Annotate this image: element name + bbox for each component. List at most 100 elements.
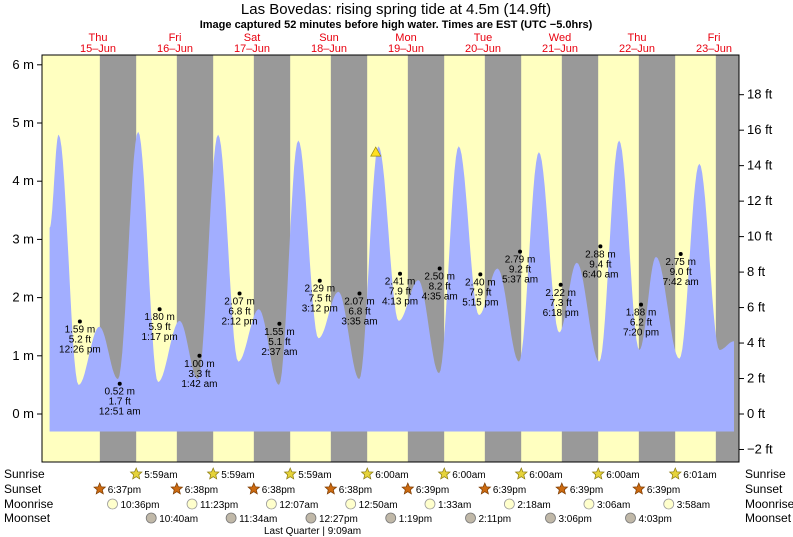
moonrise-time: 1:33am: [438, 500, 471, 511]
tide-height-ft: 7.5 ft: [309, 294, 331, 305]
day-date: 16–Jun: [157, 43, 193, 55]
day-date: 18–Jun: [311, 43, 347, 55]
tide-height-m: 2.79 m: [505, 255, 536, 266]
moonrise-row-label-left: Moonrise: [4, 497, 54, 511]
day-name: Fri: [708, 32, 721, 44]
moonrise-time: 2:18am: [517, 500, 550, 511]
moonrise-icon: [424, 498, 436, 510]
moonset-icon: [225, 512, 237, 524]
sunset-row-label-left: Sunset: [4, 482, 42, 496]
tide-height-m: 2.40 m: [465, 277, 496, 288]
sunrise-icon: [514, 467, 528, 480]
tide-extreme-point: [437, 266, 442, 271]
tide-height-ft: 9.0 ft: [670, 267, 692, 278]
moonset-time: 2:11pm: [479, 514, 512, 525]
tide-time: 3:35 am: [341, 317, 377, 328]
tide-time: 2:37 am: [261, 347, 297, 358]
moonrise-time: 3:06am: [597, 500, 630, 511]
sunset-icon: [555, 482, 569, 495]
sunrise-row-label-right: Sunrise: [745, 467, 786, 481]
y-right-tick-label: 12 ft: [747, 193, 773, 208]
moonset-icon: [145, 512, 157, 524]
tide-extreme-point: [558, 282, 563, 287]
tide-extreme-point: [197, 353, 202, 358]
y-left-tick-label: 4 m: [12, 173, 34, 188]
moonrise-icon: [345, 498, 357, 510]
y-right-tick-label: 2 ft: [747, 371, 765, 386]
chart-subtitle: Image captured 52 minutes before high wa…: [200, 19, 593, 31]
tide-height-m: 2.41 m: [385, 277, 416, 288]
y-left-tick-label: 0 m: [12, 406, 34, 421]
tide-height-ft: 5.1 ft: [268, 337, 290, 348]
sunset-time: 6:38pm: [185, 485, 218, 496]
day-name: Fri: [169, 32, 182, 44]
y-left-tick-label: 2 m: [12, 290, 34, 305]
tide-height-m: 2.75 m: [665, 257, 696, 268]
tide-time: 1:42 am: [181, 379, 217, 390]
y-left-tick-label: 6 m: [12, 57, 34, 72]
sunset-time: 6:39pm: [416, 485, 449, 496]
sunrise-time: 6:00am: [529, 470, 562, 481]
sunset-time: 6:39pm: [570, 485, 603, 496]
tide-height-m: 1.88 m: [626, 308, 657, 319]
tide-time: 12:51 am: [99, 407, 141, 418]
tide-time: 3:12 pm: [302, 304, 338, 315]
tide-height-ft: 5.2 ft: [69, 334, 91, 345]
sunset-icon: [247, 482, 261, 495]
tide-extreme-point: [357, 291, 362, 296]
tide-time: 2:12 pm: [221, 317, 257, 328]
tide-time: 4:35 am: [422, 292, 458, 303]
sunrise-icon: [206, 467, 220, 480]
tide-height-ft: 3.3 ft: [188, 369, 210, 380]
day-headers: Thu15–JunFri16–JunSat17–JunSun18–JunMon1…: [80, 32, 732, 55]
moonrise-time: 11:23pm: [200, 500, 238, 511]
tide-extreme-point: [398, 271, 403, 276]
sunset-time: 6:37pm: [108, 485, 141, 496]
moonrise-icon: [583, 498, 595, 510]
tide-time: 12:26 pm: [59, 344, 101, 355]
tide-extreme-point: [277, 321, 282, 326]
tide-extreme-point: [157, 307, 162, 312]
tide-height-ft: 6.2 ft: [630, 318, 652, 329]
tide-time: 7:20 pm: [623, 328, 659, 339]
y-right-tick-label: −2 ft: [747, 441, 773, 456]
y-right-tick-label: 16 ft: [747, 122, 773, 137]
sunset-icon: [632, 482, 646, 495]
y-right-tick-label: 10 ft: [747, 229, 773, 244]
tide-height-ft: 8.2 ft: [429, 282, 451, 293]
y-right-tick-label: 4 ft: [747, 335, 765, 350]
moonrise-icon: [186, 498, 198, 510]
moonrise-icon: [503, 498, 515, 510]
tide-extreme-point: [518, 249, 523, 254]
sunset-icon: [93, 482, 107, 495]
sunrise-time: 6:00am: [452, 470, 485, 481]
day-date: 21–Jun: [542, 43, 578, 55]
moonset-row-label-left: Moonset: [4, 511, 51, 525]
moonset-icon: [305, 512, 317, 524]
moonset-time: 3:06pm: [558, 514, 591, 525]
tide-height-m: 0.52 m: [104, 387, 135, 398]
tide-extreme-point: [478, 272, 483, 277]
moonset-row-label-right: Moonset: [745, 511, 792, 525]
sunset-icon: [478, 482, 492, 495]
sunset-time: 6:38pm: [339, 485, 372, 496]
tide-extreme-point: [639, 302, 644, 307]
day-name: Sat: [244, 32, 261, 44]
y-right-tick-label: 8 ft: [747, 264, 765, 279]
moonrise-icon: [265, 498, 277, 510]
day-date: 23–Jun: [696, 43, 732, 55]
day-date: 15–Jun: [80, 43, 116, 55]
moonrise-time: 10:36pm: [121, 500, 160, 511]
tide-extreme-point: [678, 251, 683, 256]
sunset-icon: [170, 482, 184, 495]
tide-height-m: 1.80 m: [144, 312, 175, 323]
tide-height-m: 1.59 m: [65, 324, 96, 335]
sunrise-time: 5:59am: [144, 470, 177, 481]
chart-axes: 0 m 1 m 2 m 3 m 4 m 5 m 6 m −2 ft 0 ft 2 ft 4 ft 6 …: [12, 57, 773, 457]
day-name: Wed: [549, 32, 571, 44]
tide-time: 4:13 pm: [382, 297, 418, 308]
sunset-row-label-right: Sunset: [745, 482, 783, 496]
moonrise-time: 12:50am: [359, 500, 398, 511]
tide-time: 1:17 pm: [142, 332, 178, 343]
